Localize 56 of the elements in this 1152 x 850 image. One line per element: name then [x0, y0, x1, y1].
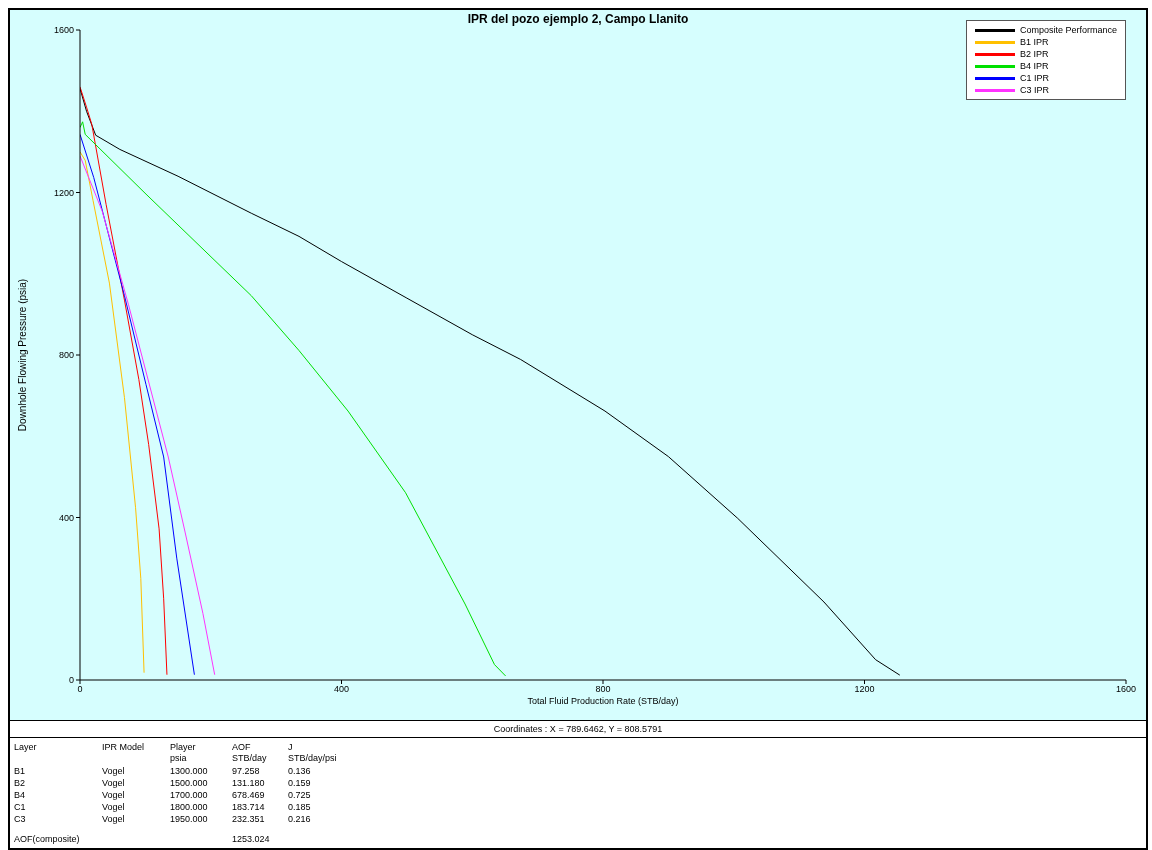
x-tick-label: 1600	[1115, 684, 1137, 695]
text: Layer	[14, 742, 37, 753]
y-tick-label: 1200	[53, 187, 74, 198]
y-axis-title: Downhole Flowing Pressure (psia)	[16, 278, 28, 432]
text: C1	[14, 802, 26, 813]
y-tick-label: 800	[58, 350, 74, 361]
text: 0.136	[288, 766, 311, 777]
text: Vogel	[102, 778, 125, 789]
text: Vogel	[102, 802, 125, 813]
chart-title: IPR del pozo ejemplo 2, Campo Llanito	[466, 12, 690, 26]
text: 183.714	[232, 802, 265, 813]
text: J STB/day/psi	[288, 742, 337, 764]
text: Vogel	[102, 766, 125, 777]
legend-label: B1 IPR	[1019, 36, 1049, 48]
legend-label: B4 IPR	[1019, 60, 1049, 72]
text: AOF(composite)	[14, 834, 80, 845]
x-tick-label: 1200	[854, 684, 875, 695]
text: 0.185	[288, 802, 311, 813]
text: 0.216	[288, 814, 311, 825]
text: 1500.000	[170, 778, 208, 789]
text: 232.351	[232, 814, 265, 825]
y-tick-label: 400	[58, 512, 74, 523]
legend-label: B2 IPR	[1019, 48, 1049, 60]
line-series	[80, 86, 168, 676]
legend-label: Composite Performance	[1019, 24, 1117, 36]
line-series	[80, 151, 145, 674]
text: B2	[14, 778, 26, 789]
text: Player psia	[170, 742, 196, 764]
text: B1	[14, 766, 26, 777]
legend-label: C3 IPR	[1019, 84, 1049, 96]
text: 1700.000	[170, 790, 208, 801]
text: AOF STB/day	[232, 742, 267, 764]
text: 1950.000	[170, 814, 208, 825]
line-series	[80, 155, 216, 676]
text: Vogel	[102, 814, 125, 825]
text: 0.725	[288, 790, 311, 801]
line-series	[80, 121, 507, 677]
text: 131.180	[232, 778, 265, 789]
text: 678.469	[232, 790, 265, 801]
legend-label: C1 IPR	[1019, 72, 1049, 84]
x-tick-label: 800	[595, 684, 611, 695]
text: B4	[14, 790, 26, 801]
text: 1300.000	[170, 766, 208, 777]
x-axis-title: Total Fluid Production Rate (STB/day)	[527, 696, 679, 706]
y-tick-label: 1600	[53, 25, 74, 36]
text: 1253.024	[232, 834, 270, 845]
text: 97.258	[232, 766, 260, 777]
x-tick-label: 400	[333, 684, 350, 695]
text: 1800.000	[170, 802, 208, 813]
text: Coordinates : X = 789.6462, Y = 808.5791	[10, 720, 1146, 738]
text: IPR Model	[102, 742, 145, 753]
text: C3	[14, 814, 26, 825]
text: 0.159	[288, 778, 311, 789]
x-tick-label: 0	[77, 684, 83, 695]
y-tick-label: 0	[68, 675, 74, 686]
text: Vogel	[102, 790, 125, 801]
